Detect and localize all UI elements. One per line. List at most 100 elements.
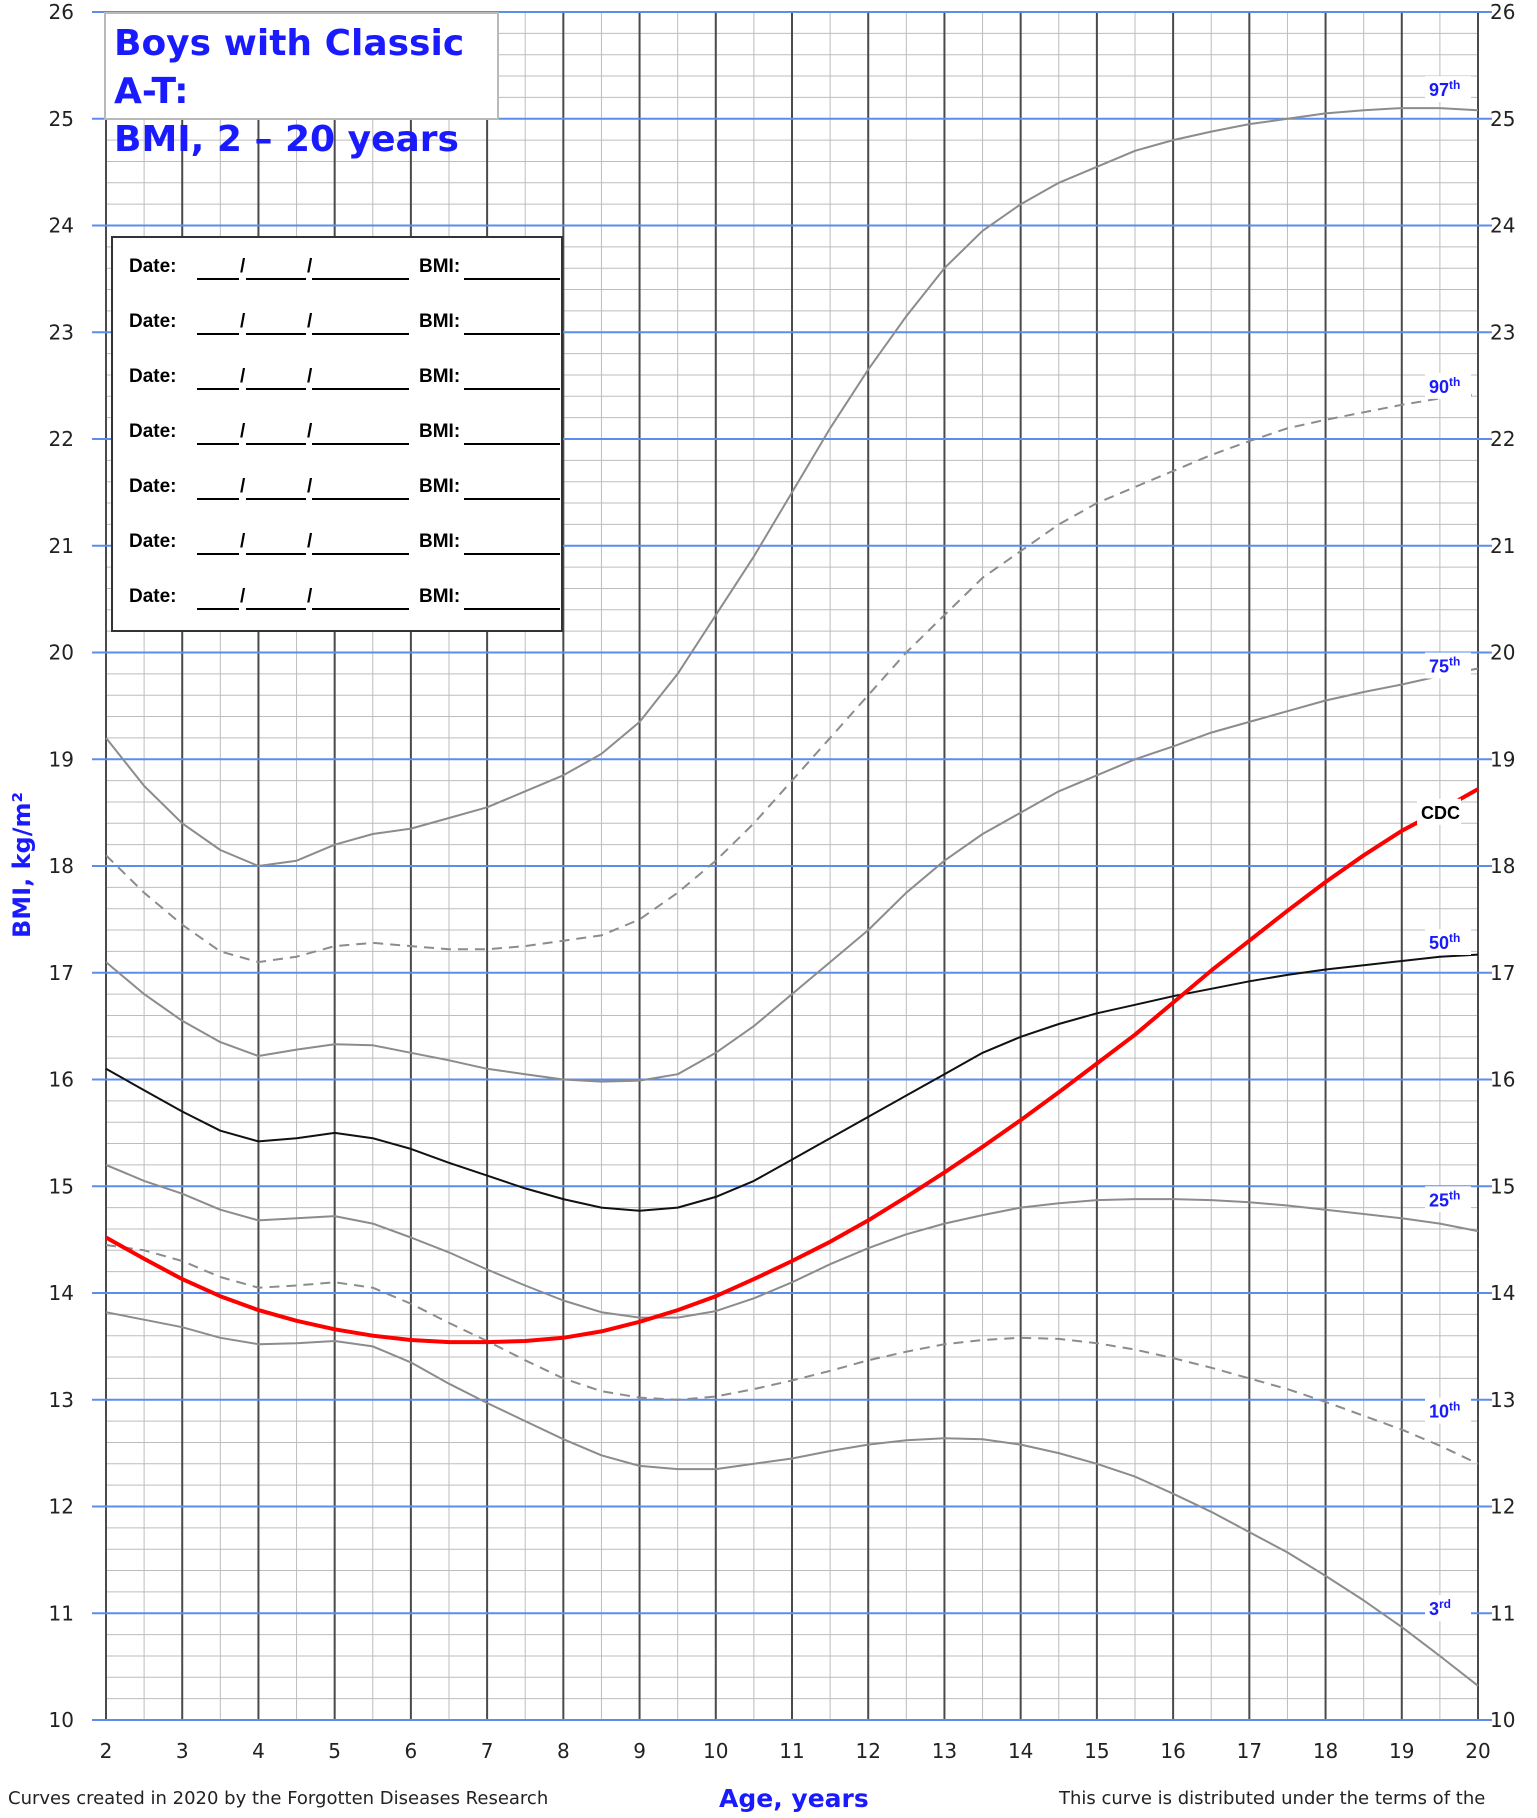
bmi-blank-line[interactable] — [464, 278, 560, 280]
date-blank-line[interactable] — [197, 553, 239, 555]
date-separator: / — [307, 256, 313, 277]
date-blank-line[interactable] — [312, 388, 409, 390]
series-line-75 — [105, 667, 1479, 1083]
bmi-blank-line[interactable] — [464, 333, 560, 335]
y-tick-label-left: 24 — [49, 214, 74, 238]
date-blank-line[interactable] — [197, 608, 239, 610]
date-blank-line[interactable] — [246, 333, 306, 335]
y-tick-label-left: 11 — [49, 1601, 74, 1625]
y-tick-label-right: 13 — [1490, 1388, 1515, 1412]
date-blank-line[interactable] — [246, 388, 306, 390]
bmi-label: BMI: — [419, 311, 461, 332]
date-blank-line[interactable] — [312, 608, 409, 610]
date-blank-line[interactable] — [246, 608, 306, 610]
y-tick-label-right: 21 — [1490, 534, 1515, 558]
x-tick-label: 9 — [633, 1739, 646, 1763]
bmi-blank-line[interactable] — [464, 498, 560, 500]
x-tick-label: 13 — [932, 1739, 957, 1763]
x-tick-label: 15 — [1084, 1739, 1109, 1763]
bmi-blank-line[interactable] — [464, 388, 560, 390]
chart-title-line-2: BMI, 2 – 20 years — [114, 119, 459, 160]
date-label: Date: — [129, 586, 177, 607]
date-blank-line[interactable] — [312, 553, 409, 555]
bmi-blank-line[interactable] — [464, 608, 560, 610]
chart-title-box: Boys with Classic A-T: BMI, 2 – 20 years — [104, 12, 499, 160]
bmi-label: BMI: — [419, 256, 461, 277]
series-label-suffix: th — [1449, 655, 1460, 669]
date-blank-line[interactable] — [197, 443, 239, 445]
y-tick-label-right: 26 — [1490, 0, 1515, 24]
y-tick-label-left: 14 — [49, 1281, 74, 1305]
series-label-suffix: th — [1449, 1400, 1460, 1414]
x-axis-label: Age, years — [719, 1784, 869, 1813]
x-tick-label: 11 — [779, 1739, 804, 1763]
y-tick-label-right: 19 — [1490, 747, 1515, 771]
entry-form-row: Date: / / BMI: — [129, 584, 560, 614]
y-tick-label-left: 18 — [49, 854, 74, 878]
y-tick-label-right: 11 — [1490, 1601, 1515, 1625]
date-blank-line[interactable] — [312, 278, 409, 280]
footer-credit: Curves created in 2020 by the Forgotten … — [8, 1788, 549, 1809]
y-tick-label-left: 15 — [49, 1174, 74, 1198]
date-label: Date: — [129, 476, 177, 497]
x-tick-label: 10 — [703, 1739, 728, 1763]
x-tick-label: 12 — [855, 1739, 880, 1763]
y-tick-label-right: 25 — [1490, 107, 1515, 131]
y-tick-label-right: 17 — [1490, 961, 1515, 985]
series-label-bg — [1425, 1186, 1471, 1213]
bmi-label: BMI: — [419, 366, 461, 387]
date-blank-line[interactable] — [312, 498, 409, 500]
date-blank-line[interactable] — [246, 498, 306, 500]
y-tick-label-left: 16 — [49, 1068, 74, 1092]
date-blank-line[interactable] — [312, 333, 409, 335]
y-tick-label-left: 13 — [49, 1388, 74, 1412]
y-tick-label-right: 10 — [1490, 1708, 1515, 1732]
date-blank-line[interactable] — [246, 443, 306, 445]
series-label-suffix: th — [1449, 931, 1460, 945]
date-blank-line[interactable] — [312, 443, 409, 445]
series-line-25 — [105, 1163, 1479, 1319]
x-tick-label: 20 — [1465, 1739, 1490, 1763]
date-blank-line[interactable] — [197, 333, 239, 335]
entry-form-row: Date: / / BMI: — [129, 529, 560, 559]
date-separator: / — [240, 586, 246, 607]
date-separator: / — [307, 366, 313, 387]
date-blank-line[interactable] — [197, 498, 239, 500]
date-separator: / — [307, 311, 313, 332]
y-tick-label-left: 22 — [49, 427, 74, 451]
y-tick-label-left: 12 — [49, 1495, 74, 1519]
date-separator: / — [240, 366, 246, 387]
y-tick-label-right: 18 — [1490, 854, 1515, 878]
y-tick-label-right: 20 — [1490, 641, 1515, 665]
bmi-label: BMI: — [419, 421, 461, 442]
date-blank-line[interactable] — [246, 553, 306, 555]
entry-form-row: Date: / / BMI: — [129, 474, 560, 504]
date-separator: / — [240, 256, 246, 277]
bmi-blank-line[interactable] — [464, 553, 560, 555]
series-label-suffix: th — [1449, 375, 1460, 389]
x-tick-label: 5 — [328, 1739, 341, 1763]
bmi-blank-line[interactable] — [464, 443, 560, 445]
date-separator: / — [307, 531, 313, 552]
tick-labels: 10 10 11 11 12 12 13 13 14 14 15 15 16 16 17 17 18 18 19 19… — [49, 0, 1516, 1763]
date-label: Date: — [129, 421, 177, 442]
date-separator: / — [240, 421, 246, 442]
series-label-bg — [1425, 1595, 1471, 1622]
y-tick-label-left: 17 — [49, 961, 74, 985]
y-tick-label-right: 12 — [1490, 1495, 1515, 1519]
x-tick-label: 3 — [176, 1739, 189, 1763]
x-tick-label: 14 — [1008, 1739, 1033, 1763]
footer-license: This curve is distributed under the term… — [1059, 1788, 1486, 1809]
measurement-entry-form: Date: / / BMI: Date: / / BMI: Date: / / BMI: Date: / /… — [111, 236, 563, 632]
series-label-cdc: CDC — [1421, 803, 1460, 823]
series-label-suffix: rd — [1439, 1597, 1451, 1611]
x-tick-label: 2 — [100, 1739, 113, 1763]
x-tick-label: 17 — [1237, 1739, 1262, 1763]
chart-title-line-1: Boys with Classic A-T: — [114, 23, 465, 112]
entry-form-row: Date: / / BMI: — [129, 309, 560, 339]
date-blank-line[interactable] — [197, 388, 239, 390]
y-tick-label-left: 25 — [49, 107, 74, 131]
date-blank-line[interactable] — [197, 278, 239, 280]
date-blank-line[interactable] — [246, 278, 306, 280]
